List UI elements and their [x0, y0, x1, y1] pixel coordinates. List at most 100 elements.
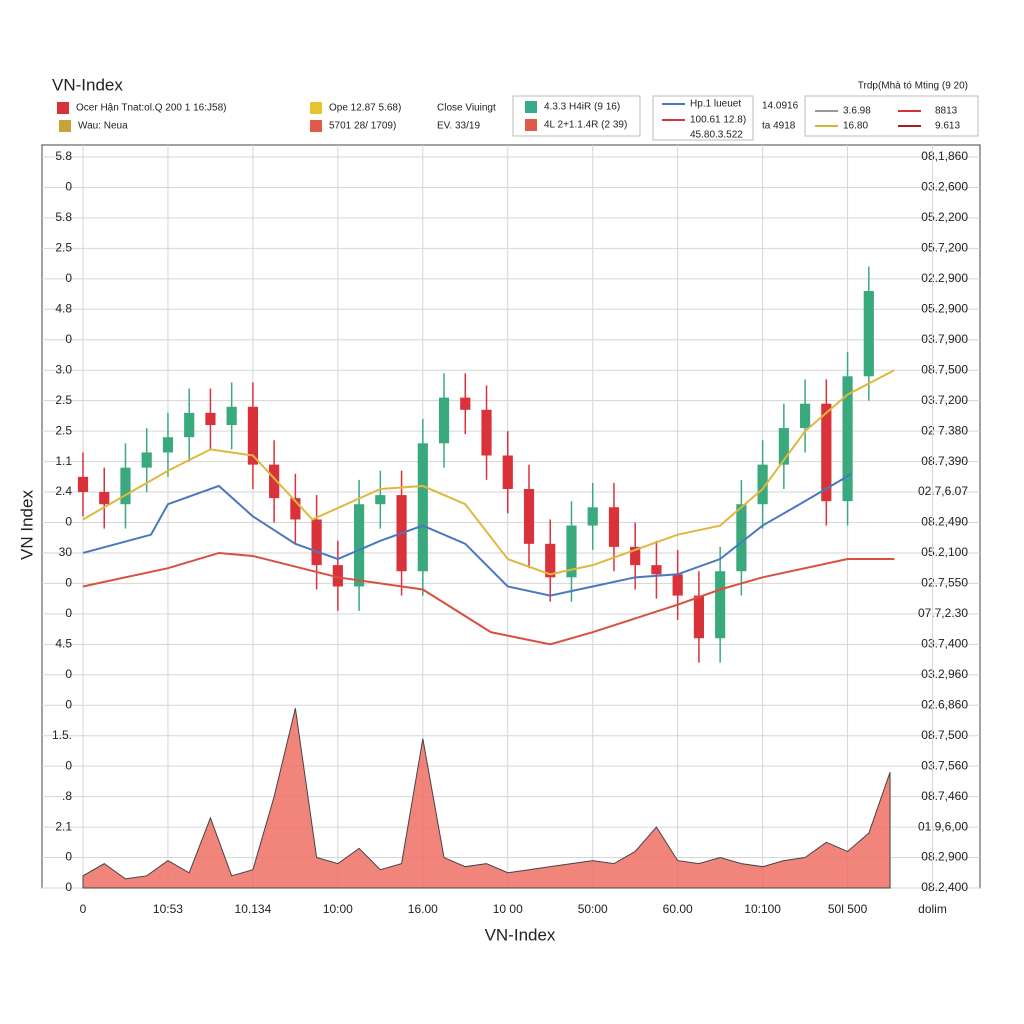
y-tick-label: 0 [65, 880, 72, 894]
y2-tick-label: 03.7,400 [921, 637, 968, 651]
legend-swatch [525, 119, 537, 131]
legend-label: Trdp(Mhà tó Mting (9 20) [858, 81, 968, 92]
y2-tick-label: 03.7,560 [921, 758, 968, 772]
legend-label: Ocer Hận Tnat:ol.Q 200 1 16:J58) [76, 103, 226, 114]
y2-tick-label: 08.7,460 [921, 789, 968, 803]
y2-tick-label: 08.7,500 [921, 362, 968, 376]
legend-label: EV. 33/19 [437, 121, 480, 132]
y-tick-label: 4.5 [55, 637, 72, 651]
y2-tick-label: 05.2,900 [921, 301, 968, 315]
candle-body [184, 412, 195, 438]
legend-swatch [57, 102, 69, 114]
candle-body [269, 464, 280, 499]
y2-tick-label: 02.2,900 [921, 271, 968, 285]
x-tick-label: 50l 500 [828, 902, 868, 916]
y2-tick-label: 05.2,100 [921, 545, 968, 559]
y-tick-label: 5.8 [55, 149, 72, 163]
legend-box [512, 95, 641, 137]
y-tick-label: 2.4 [55, 484, 72, 498]
chart-title: VN-Index [52, 75, 123, 94]
candle-body [120, 467, 131, 505]
x-tick-label: 16.00 [408, 902, 438, 916]
y-tick-label: 0 [65, 758, 72, 772]
candle-body [821, 403, 832, 502]
legend-label: ta 4918 [762, 121, 796, 132]
y2-tick-label: 05.7,200 [921, 241, 968, 255]
y-tick-label: 2.5 [55, 393, 72, 407]
y2-tick-label: 08.2,900 [921, 850, 968, 864]
x-tick-label: 10:00 [323, 902, 353, 916]
y2-tick-label: 03.2,960 [921, 667, 968, 681]
y2-tick-label: 03.2,600 [921, 180, 968, 194]
legend-box [804, 95, 979, 137]
candle-body [417, 443, 428, 572]
y2-tick-label: 03.7,900 [921, 332, 968, 346]
y-tick-label: 1.1 [55, 454, 72, 468]
candle-body [651, 565, 662, 575]
y2-tick-label: 08.2,400 [921, 880, 968, 894]
y-tick-label: 2.5 [55, 423, 72, 437]
candle-body [608, 507, 620, 547]
volume-area [82, 708, 891, 889]
x-tick-label: 60.00 [663, 902, 693, 916]
candle-body [842, 376, 853, 502]
candle-body [332, 565, 343, 587]
candle-body [778, 428, 789, 465]
legend-label: 16.80 [843, 121, 868, 132]
candle-body [566, 525, 577, 578]
y2-tick-label: 08.7,500 [921, 728, 968, 742]
candle-body [863, 291, 874, 377]
legend-label: 100.61 12.8) [690, 115, 746, 126]
y-tick-label: 0 [65, 271, 72, 285]
x-tick-label: 50:00 [578, 902, 608, 916]
x-tick-label: 10:100 [744, 902, 781, 916]
candle-body [715, 571, 726, 639]
legend-label: 9.613 [935, 121, 960, 132]
y2-tick-label: 02 7.380 [921, 423, 968, 437]
y-tick-label: 5.8 [55, 210, 72, 224]
legend-label: Hp.1 lueuet [690, 99, 741, 110]
candle-body [375, 495, 386, 505]
y-tick-label: .8 [62, 789, 72, 803]
y-tick-label: 0 [65, 667, 72, 681]
candle-body [799, 403, 811, 429]
y-tick-label: 3.0 [55, 362, 72, 376]
candle-body [141, 452, 152, 468]
legend-swatch [310, 102, 322, 114]
legend-label: 4.3.3 H4iR (9 16) [544, 102, 620, 113]
y2-tick-label: 07.7,2.30 [918, 606, 968, 620]
legend-label: Close Viuingt [437, 103, 496, 114]
x-tick-label: 0 [80, 902, 87, 916]
y2-tick-label: 02.7,6.07 [918, 484, 968, 498]
y-tick-label: 2.5 [55, 241, 72, 255]
legend-label: Ope 12.87 5.68) [329, 103, 401, 114]
moving-average-line [82, 369, 895, 576]
y2-tick-label: 01.9,6,00 [918, 819, 968, 833]
y2-tick-label: 08.7,390 [921, 454, 968, 468]
candle-body [99, 492, 110, 505]
candle-body [587, 507, 598, 526]
x-tick-label: 10.134 [235, 902, 272, 916]
candle-body [523, 488, 535, 544]
candle-body [693, 595, 705, 639]
moving-average-line [82, 551, 895, 646]
y-axis-label: VN Index [17, 490, 36, 560]
y-tick-label: 0 [65, 697, 72, 711]
legend-swatch [310, 120, 322, 132]
y-tick-label: 0 [65, 606, 72, 620]
candle-body [757, 464, 768, 505]
x-tick-label: 10:53 [153, 902, 183, 916]
candle-body [77, 476, 89, 493]
candle-body [438, 397, 450, 444]
legend-label: 45.80.3.522 [690, 130, 743, 141]
y2-tick-label: 02.7,550 [921, 576, 968, 590]
y2-tick-label: 03.7,200 [921, 393, 968, 407]
legend-label: 3.6.98 [843, 106, 871, 117]
y-tick-label: 30 [59, 545, 73, 559]
plot-frame [41, 144, 981, 889]
candle-body [311, 519, 322, 566]
x-tick-label: 10 00 [493, 902, 523, 916]
legend-label: Wau: Neua [78, 121, 128, 132]
candle-body [481, 409, 492, 456]
